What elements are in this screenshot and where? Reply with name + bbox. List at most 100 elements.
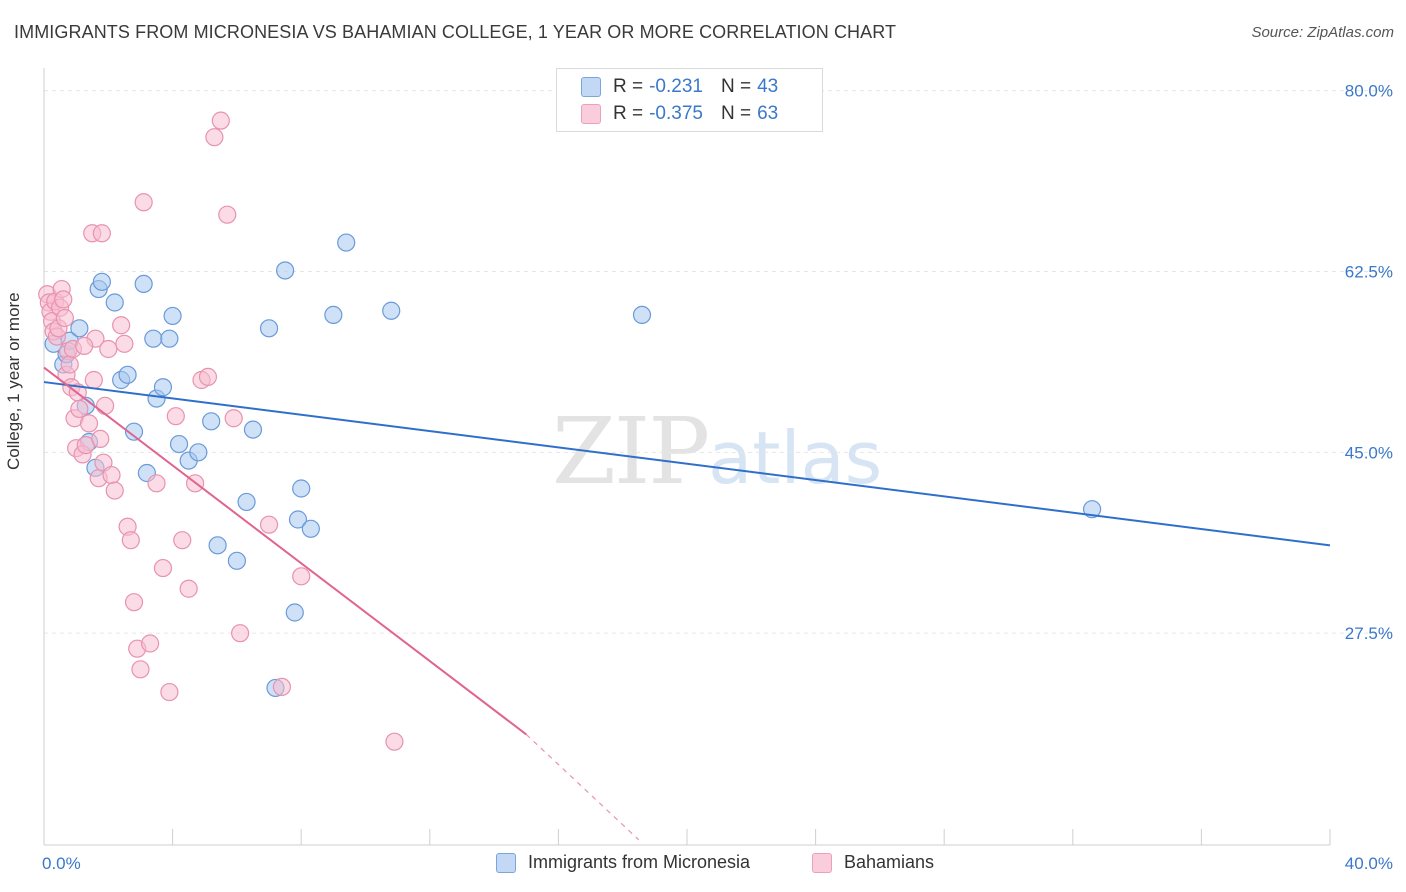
bahamians-point: [112, 316, 131, 335]
bahamians-point: [115, 334, 134, 353]
bahamians-point: [198, 367, 218, 386]
micronesia-point: [301, 519, 320, 538]
micronesia-point: [208, 536, 227, 555]
micronesia-point: [324, 305, 343, 324]
micronesia-point: [288, 510, 308, 529]
bahamians-point: [153, 558, 173, 578]
bahamians-point: [259, 515, 279, 534]
micronesia-point: [163, 306, 182, 326]
series-legend: Immigrants from Micronesia Bahamians: [0, 852, 1406, 876]
y-tick-label: 80.0%: [1345, 82, 1393, 101]
bahamians-point: [121, 531, 140, 550]
stats-row-micronesia: R = -0.231 N = 43: [581, 75, 778, 99]
y-tick-label: 62.5%: [1345, 263, 1393, 282]
y-tick-label: 45.0%: [1345, 443, 1393, 462]
bahamians-point: [54, 290, 73, 309]
micronesia-point: [243, 420, 263, 439]
watermark: ZIPatlas: [552, 398, 882, 505]
source-label: Source: ZipAtlas.com: [1251, 24, 1394, 41]
bahamians-point: [147, 474, 166, 493]
bahamians-point: [99, 339, 118, 359]
bahamians-point: [102, 465, 121, 485]
bahamians-trend-extension: [525, 733, 640, 841]
micronesia-point: [189, 443, 208, 462]
r-value: -0.231: [649, 76, 703, 97]
x-tick-label: 0.0%: [42, 854, 81, 873]
micronesia-point: [70, 319, 89, 338]
legend-item-micronesia: Immigrants from Micronesia: [496, 852, 750, 873]
tick-labels: 27.5% 45.0% 62.5% 80.0% 0.0% 40.0%: [42, 82, 1393, 873]
bahamians-point: [231, 624, 250, 643]
y-axis-label: College, 1 year or more: [4, 292, 23, 470]
micronesia-point: [134, 274, 153, 293]
micronesia-point: [202, 412, 221, 431]
r-label: R =: [613, 103, 644, 124]
bahamians-point: [75, 336, 94, 355]
axes: [43, 68, 1331, 846]
micronesia-point: [144, 329, 163, 348]
grid-lines: [44, 90, 1394, 634]
stats-legend: R = -0.231 N = 43 R = -0.375 N = 63: [556, 68, 823, 132]
bahamians-point: [211, 111, 230, 130]
micronesia-point: [237, 492, 256, 512]
legend-label: Immigrants from Micronesia: [528, 852, 751, 872]
micronesia-point: [105, 293, 124, 312]
micronesia-point: [160, 329, 179, 348]
micronesia-swatch: [496, 852, 516, 873]
y-tick-label: 27.5%: [1345, 624, 1393, 643]
micronesia-point: [118, 365, 137, 384]
bahamians-point: [95, 396, 115, 415]
trend-lines: [43, 366, 1331, 841]
micronesia-point: [153, 378, 173, 397]
data-points: [38, 111, 1102, 751]
micronesia-point: [276, 261, 295, 280]
bahamians-point: [173, 531, 192, 550]
legend-item-bahamians: Bahamians: [812, 852, 934, 873]
x-tick-label: 40.0%: [1345, 854, 1393, 873]
bahamians-point: [91, 429, 110, 448]
micronesia-point: [259, 319, 279, 338]
n-value: 43: [757, 76, 779, 97]
micronesia-point: [124, 422, 144, 441]
n-label: N =: [720, 103, 752, 124]
bahamians-point: [224, 409, 243, 428]
bahamians-point: [134, 193, 153, 212]
chart-title: IMMIGRANTS FROM MICRONESIA VS BAHAMIAN C…: [14, 22, 897, 42]
micronesia-point: [632, 305, 652, 324]
bahamians-point: [79, 414, 99, 433]
watermark-atlas: atlas: [708, 416, 883, 500]
bahamians-point: [160, 682, 179, 702]
legend-label: Bahamians: [844, 852, 935, 872]
micronesia-point: [227, 551, 246, 570]
micronesia-swatch: [581, 77, 601, 97]
micronesia-point: [169, 434, 189, 454]
bahamians-point: [84, 370, 103, 390]
bahamians-point: [272, 677, 292, 697]
micronesia-trend-line: [43, 381, 1331, 547]
bahamians-swatch: [812, 852, 832, 873]
n-label: N =: [720, 76, 752, 97]
bahamians-point: [55, 308, 74, 328]
bahamians-point: [70, 399, 89, 419]
bahamians-swatch: [581, 104, 601, 124]
stats-row-bahamians: R = -0.375 N = 63: [581, 102, 778, 126]
bahamians-point: [124, 593, 144, 612]
r-label: R =: [613, 76, 644, 97]
bahamians-point: [60, 355, 79, 374]
bahamians-point: [105, 481, 124, 500]
r-value: -0.375: [649, 103, 703, 124]
bahamians-trend-line: [43, 366, 527, 736]
bahamians-point: [92, 224, 111, 243]
micronesia-point: [92, 272, 111, 291]
bahamians-point: [218, 205, 237, 224]
bahamians-point: [179, 579, 198, 598]
micronesia-point: [285, 603, 304, 622]
watermark-zip: ZIP: [552, 398, 710, 505]
bahamians-point: [205, 128, 224, 147]
micronesia-point: [292, 479, 311, 498]
micronesia-point: [337, 233, 356, 252]
bahamians-point: [140, 634, 160, 653]
n-value: 63: [757, 103, 779, 124]
bahamians-point: [166, 407, 185, 426]
